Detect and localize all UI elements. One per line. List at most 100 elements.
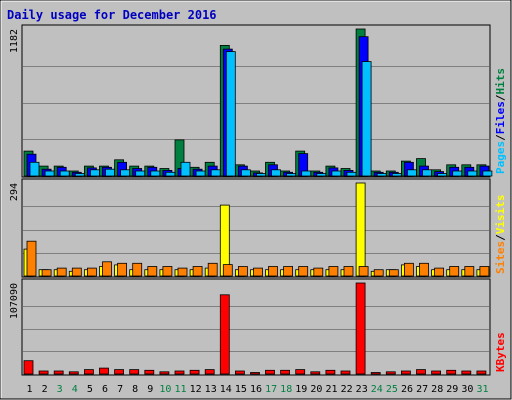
bar-pages-day-23 <box>361 61 372 177</box>
bar-pages-day-22 <box>346 171 357 177</box>
x-tick-label-day-23: 23 <box>356 384 368 395</box>
bar-pages-day-30 <box>467 170 478 177</box>
x-tick-label-day-27: 27 <box>416 384 428 395</box>
x-tick-label-day-3: 3 <box>57 384 63 395</box>
x-tick-label-day-13: 13 <box>205 384 217 395</box>
bar-sites-day-14 <box>222 264 233 277</box>
bar-visits-day-23 <box>355 182 366 277</box>
bar-pages-day-13 <box>210 169 221 177</box>
bar-kbytes-day-20 <box>310 371 321 375</box>
bar-sites-day-13 <box>207 262 218 277</box>
x-tick-label-day-5: 5 <box>87 384 93 395</box>
bar-kbytes-day-1 <box>23 360 34 375</box>
bar-pages-day-16 <box>256 173 266 177</box>
bar-sites-day-27 <box>419 262 429 277</box>
bar-sites-day-28 <box>434 267 445 277</box>
bar-kbytes-day-22 <box>340 370 351 375</box>
x-tick-label-day-12: 12 <box>190 384 202 395</box>
bar-sites-day-5 <box>87 267 97 277</box>
x-tick-label-day-16: 16 <box>250 384 262 395</box>
x-tick-label-day-8: 8 <box>132 384 138 395</box>
bar-sites-day-8 <box>132 262 143 277</box>
x-tick-label-day-2: 2 <box>42 384 48 395</box>
bar-sites-day-6 <box>102 261 112 277</box>
legend-entry-pages: Pages <box>494 141 507 174</box>
bar-sites-day-2 <box>41 269 52 277</box>
bar-sites-day-11 <box>177 267 188 277</box>
bar-kbytes-day-17 <box>265 369 275 375</box>
bar-kbytes-day-31 <box>476 370 487 375</box>
panel-requests-legend: Pages/Files/Hits <box>494 68 507 174</box>
x-axis-labels: 1 2 3 4 5 6 7 8 9 10 11 12 13 14 15 16 17 18 19 20 21 22 23 24 2… <box>26 384 488 395</box>
bar-kbytes-day-14 <box>219 294 230 375</box>
bar-kbytes-day-27 <box>416 369 426 375</box>
bar-sites-day-4 <box>71 267 82 277</box>
bar-pages-day-29 <box>452 170 463 177</box>
x-tick-label-day-4: 4 <box>72 384 78 395</box>
bar-sites-day-16 <box>253 267 263 277</box>
bar-pages-day-15 <box>240 169 251 177</box>
bar-kbytes-day-10 <box>159 371 170 375</box>
bar-sites-day-3 <box>56 267 67 277</box>
bar-sites-day-10 <box>162 266 173 277</box>
bar-kbytes-day-29 <box>446 369 457 375</box>
bar-sites-day-9 <box>147 266 158 277</box>
bar-pages-day-28 <box>437 173 448 177</box>
bar-pages-day-5 <box>90 169 100 177</box>
x-tick-label-day-15: 15 <box>235 384 247 395</box>
legend-entry-separator: / <box>494 234 507 241</box>
bar-pages-day-3 <box>59 170 70 177</box>
panel-traffic-ymax-label: 107090 <box>9 283 20 319</box>
bar-kbytes-day-24 <box>370 372 381 375</box>
x-tick-label-day-26: 26 <box>401 384 413 395</box>
panel-traffic-frame <box>21 278 491 376</box>
x-tick-label-day-17: 17 <box>265 384 277 395</box>
x-tick-label-day-19: 19 <box>295 384 307 395</box>
panels-group: 1182Pages/Files/Hits294Sites/Visits10709… <box>9 24 507 376</box>
bar-sites-day-30 <box>464 266 475 277</box>
legend-entry-kbytes: KBytes <box>494 332 507 372</box>
bar-pages-day-27 <box>422 169 432 177</box>
bar-pages-day-7 <box>120 169 130 177</box>
x-tick-label-day-29: 29 <box>446 384 458 395</box>
bar-kbytes-day-13 <box>204 369 215 375</box>
legend-entry-separator: / <box>494 134 507 141</box>
bar-kbytes-day-21 <box>325 369 336 375</box>
bar-pages-day-9 <box>150 170 161 177</box>
bar-pages-day-19 <box>301 170 312 177</box>
x-tick-label-day-9: 9 <box>147 384 153 395</box>
chart-title: Daily usage for December 2016 <box>7 8 217 22</box>
x-tick-label-day-6: 6 <box>102 384 108 395</box>
bar-sites-day-7 <box>117 262 127 277</box>
bar-pages-day-20 <box>316 173 327 177</box>
bar-pages-day-10 <box>165 171 176 177</box>
panel-traffic: 107090 KBytes <box>9 278 507 376</box>
bar-pages-day-26 <box>406 169 417 177</box>
bar-pages-day-11 <box>180 161 191 177</box>
bar-kbytes-day-5 <box>84 369 94 375</box>
bar-kbytes-day-9 <box>144 369 155 375</box>
legend-entry-sites: Sites <box>494 241 507 274</box>
bar-sites-day-17 <box>268 266 278 277</box>
legend-entry-files: Files <box>494 101 507 134</box>
bar-pages-day-4 <box>74 173 85 177</box>
x-tick-label-day-11: 11 <box>174 384 186 395</box>
bar-sites-day-29 <box>449 266 460 277</box>
bar-sites-day-22 <box>343 266 354 277</box>
bar-kbytes-day-18 <box>280 369 291 375</box>
x-tick-label-day-30: 30 <box>461 384 473 395</box>
bar-kbytes-day-8 <box>129 369 140 375</box>
bar-kbytes-day-12 <box>189 369 200 375</box>
x-tick-label-day-25: 25 <box>386 384 398 395</box>
x-tick-label-day-28: 28 <box>431 384 443 395</box>
bar-kbytes-day-25 <box>385 371 396 375</box>
bar-sites-day-1 <box>26 240 37 277</box>
bar-sites-day-26 <box>403 262 414 277</box>
bar-sites-day-25 <box>388 269 399 277</box>
x-tick-label-day-7: 7 <box>117 384 123 395</box>
x-tick-label-day-14: 14 <box>220 384 232 395</box>
x-tick-label-day-24: 24 <box>371 384 383 395</box>
bar-pages-day-1 <box>29 161 40 177</box>
bar-kbytes-day-3 <box>53 370 64 375</box>
